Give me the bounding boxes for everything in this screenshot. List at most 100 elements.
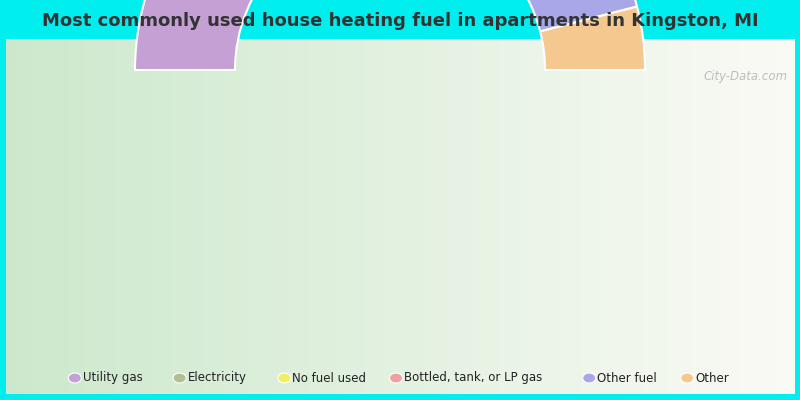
Bar [703, 39, 708, 394]
Bar [601, 39, 606, 394]
Bar [211, 39, 215, 394]
Bar [61, 39, 66, 394]
Bar [282, 39, 286, 394]
Bar [38, 39, 42, 394]
Bar [778, 39, 782, 394]
Bar [652, 39, 657, 394]
Bar [478, 39, 483, 394]
Bar [766, 39, 771, 394]
Bar [388, 39, 393, 394]
Bar [365, 39, 369, 394]
Bar [459, 39, 463, 394]
Bar [58, 39, 62, 394]
Bar [50, 39, 54, 394]
Bar [589, 39, 594, 394]
Bar [739, 39, 743, 394]
Bar [723, 39, 727, 394]
Bar [648, 39, 653, 394]
Bar [593, 39, 598, 394]
Bar [101, 39, 105, 394]
Bar [349, 39, 354, 394]
Bar [85, 39, 90, 394]
Bar [215, 39, 219, 394]
Wedge shape [540, 6, 645, 70]
Bar [494, 39, 499, 394]
Bar [735, 39, 739, 394]
Bar [361, 39, 365, 394]
Bar [680, 39, 684, 394]
Bar [439, 39, 444, 394]
Text: City-Data.com: City-Data.com [704, 70, 788, 83]
Bar [633, 39, 637, 394]
Bar [116, 39, 121, 394]
Bar [754, 39, 759, 394]
Bar [558, 39, 562, 394]
Bar [353, 39, 357, 394]
Bar [656, 39, 661, 394]
Bar [341, 39, 346, 394]
Ellipse shape [390, 373, 402, 383]
Bar [132, 39, 137, 394]
Bar [109, 39, 113, 394]
Bar [203, 39, 207, 394]
Bar [526, 39, 530, 394]
Bar [719, 39, 723, 394]
Bar [471, 39, 475, 394]
Bar [691, 39, 696, 394]
Bar [486, 39, 491, 394]
Bar [384, 39, 389, 394]
Bar [746, 39, 751, 394]
Bar [156, 39, 160, 394]
Text: Bottled, tank, or LP gas: Bottled, tank, or LP gas [404, 372, 542, 384]
Bar [262, 39, 266, 394]
Bar [144, 39, 148, 394]
Bar [762, 39, 767, 394]
Text: No fuel used: No fuel used [293, 372, 366, 384]
Bar [140, 39, 145, 394]
Bar [321, 39, 326, 394]
Bar [120, 39, 125, 394]
Bar [306, 39, 310, 394]
Bar [451, 39, 456, 394]
Bar [455, 39, 459, 394]
Bar [585, 39, 590, 394]
Bar [578, 39, 582, 394]
Bar [234, 39, 239, 394]
Bar [502, 39, 507, 394]
Bar [625, 39, 629, 394]
Bar [676, 39, 680, 394]
Bar [786, 39, 790, 394]
Bar [199, 39, 203, 394]
Ellipse shape [582, 373, 596, 383]
Bar [274, 39, 278, 394]
Bar [42, 39, 46, 394]
Bar [400, 39, 405, 394]
Bar [266, 39, 270, 394]
Bar [711, 39, 716, 394]
Bar [258, 39, 262, 394]
Bar [566, 39, 570, 394]
Bar [644, 39, 649, 394]
Bar [26, 39, 30, 394]
Bar [333, 39, 338, 394]
Bar [195, 39, 199, 394]
Bar [617, 39, 621, 394]
Bar [373, 39, 377, 394]
Bar [380, 39, 385, 394]
Bar [582, 39, 586, 394]
Bar [715, 39, 720, 394]
Bar [218, 39, 223, 394]
Bar [412, 39, 416, 394]
Bar [93, 39, 97, 394]
Bar [404, 39, 408, 394]
Bar [684, 39, 688, 394]
Bar [463, 39, 467, 394]
Bar [546, 39, 550, 394]
Bar [179, 39, 184, 394]
Bar [105, 39, 109, 394]
Bar [128, 39, 133, 394]
Bar [688, 39, 692, 394]
Ellipse shape [173, 373, 186, 383]
Bar [314, 39, 318, 394]
Bar [357, 39, 361, 394]
